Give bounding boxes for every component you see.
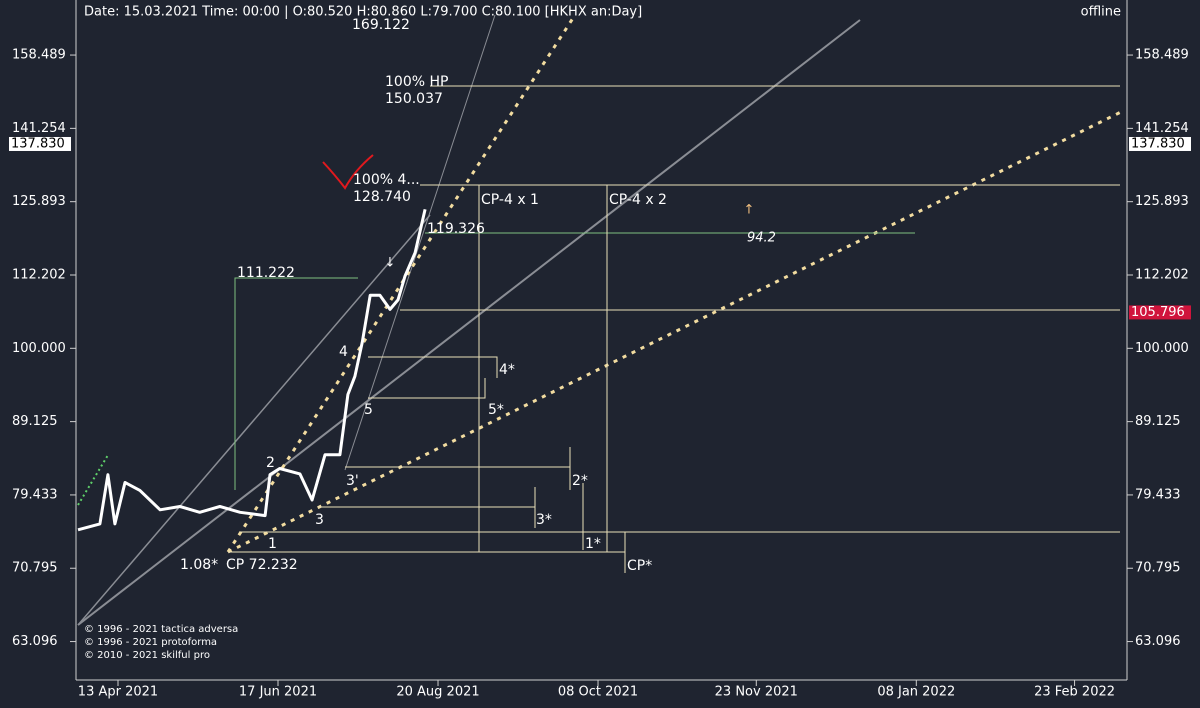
annotation: 100% 4... <box>353 172 420 188</box>
annotation: 111.222 <box>237 265 295 281</box>
annotation: 150.037 <box>385 91 443 107</box>
level-line <box>345 447 571 490</box>
wave-label: 1 <box>268 536 277 552</box>
price-line <box>77 208 427 532</box>
y-tick-label: 79.433 <box>12 487 58 502</box>
wave-label: 5* <box>488 402 504 418</box>
wave-label: 5 <box>364 402 373 418</box>
connection-status: offline <box>1081 5 1121 20</box>
x-tick-label: 08 Jan 2022 <box>877 685 955 700</box>
wave-label: 2 <box>266 455 275 471</box>
y-tick-label: 79.433 <box>1135 487 1181 502</box>
wave-label: 4* <box>499 362 515 378</box>
wave-label: CP* <box>627 558 652 574</box>
x-tick-label: 23 Feb 2022 <box>1034 685 1115 700</box>
y-tick-label: 89.125 <box>12 414 58 429</box>
y-tick-label: 125.893 <box>1135 194 1189 209</box>
y-tick-label: 63.096 <box>12 634 58 649</box>
y-tick-label: 112.202 <box>12 267 66 282</box>
wave-label: 4 <box>339 344 348 360</box>
annotations: 169.122 100% HP 150.037 100% 4... 128.74… <box>84 17 776 661</box>
trendline <box>77 19 861 626</box>
y-tick-label: 125.893 <box>12 194 66 209</box>
x-tick-label: 17 Jun 2021 <box>239 685 317 700</box>
x-tick-label: 08 Oct 2021 <box>558 685 638 700</box>
y-tick-label: 141.254 <box>1135 121 1189 136</box>
x-tick-label: 23 Nov 2021 <box>715 685 798 700</box>
price-tag <box>9 136 71 151</box>
status-bar: Date: 15.03.2021 Time: 00:00 | O:80.520 … <box>84 5 642 20</box>
price-tag-label: 105.796 <box>1131 305 1185 320</box>
annotation: 119.326 <box>427 221 485 237</box>
y-tick-label: 100.000 <box>1135 341 1189 356</box>
check-mark <box>322 154 374 190</box>
x-tick-label: 20 Aug 2021 <box>396 685 479 700</box>
up-arrow: ↑ <box>744 203 755 218</box>
y-tick-label: 70.795 <box>12 561 58 576</box>
y-tick-label: 141.254 <box>12 121 66 136</box>
wave-label: 2* <box>572 473 588 489</box>
annotation: 128.740 <box>353 189 411 205</box>
copyright: © 2010 - 2021 skilful pro <box>84 650 210 661</box>
y-tick-label: 89.125 <box>1135 414 1181 429</box>
level-line <box>318 487 536 528</box>
level-line <box>368 378 486 399</box>
price-tag-label: 137.830 <box>11 136 65 151</box>
wave-label: 1* <box>585 536 601 552</box>
level-line <box>368 356 498 378</box>
annotation: 169.122 <box>352 17 410 33</box>
fan-line <box>227 108 1126 554</box>
annotation: 94.2 <box>747 231 776 246</box>
price-tag <box>1129 305 1191 320</box>
annotation: 1.08* <box>180 557 218 573</box>
level-line <box>234 277 358 490</box>
y-tick-label: 112.202 <box>1135 267 1189 282</box>
annotation: CP-4 x 1 <box>481 192 539 208</box>
wave-label: 3 <box>315 512 324 528</box>
y-tick-label: 158.489 <box>12 48 66 63</box>
x-tick-label: 13 Apr 2021 <box>78 685 158 700</box>
copyright: © 1996 - 2021 tactica adversa <box>84 624 238 635</box>
wave-label: 3' <box>346 473 359 489</box>
annotation: CP 72.232 <box>226 557 298 573</box>
down-arrow: ↓ <box>385 256 396 271</box>
annotation: CP-4 x 2 <box>609 192 667 208</box>
y-tick-label: 158.489 <box>1135 48 1189 63</box>
fan-line <box>226 14 577 553</box>
y-tick-label: 63.096 <box>1135 634 1181 649</box>
wave-label: 3* <box>536 512 552 528</box>
trendline <box>344 14 496 471</box>
copyright: © 1996 - 2021 protoforma <box>84 637 217 648</box>
y-tick-label: 100.000 <box>12 341 66 356</box>
y-tick-label: 70.795 <box>1135 561 1181 576</box>
trendline <box>77 214 431 626</box>
level-line <box>228 532 626 573</box>
annotation: 100% HP <box>385 74 448 90</box>
price-tag <box>1129 136 1191 151</box>
drawings: ↑ ↓ <box>77 14 1126 626</box>
price-tag-label: 137.830 <box>1131 136 1185 151</box>
